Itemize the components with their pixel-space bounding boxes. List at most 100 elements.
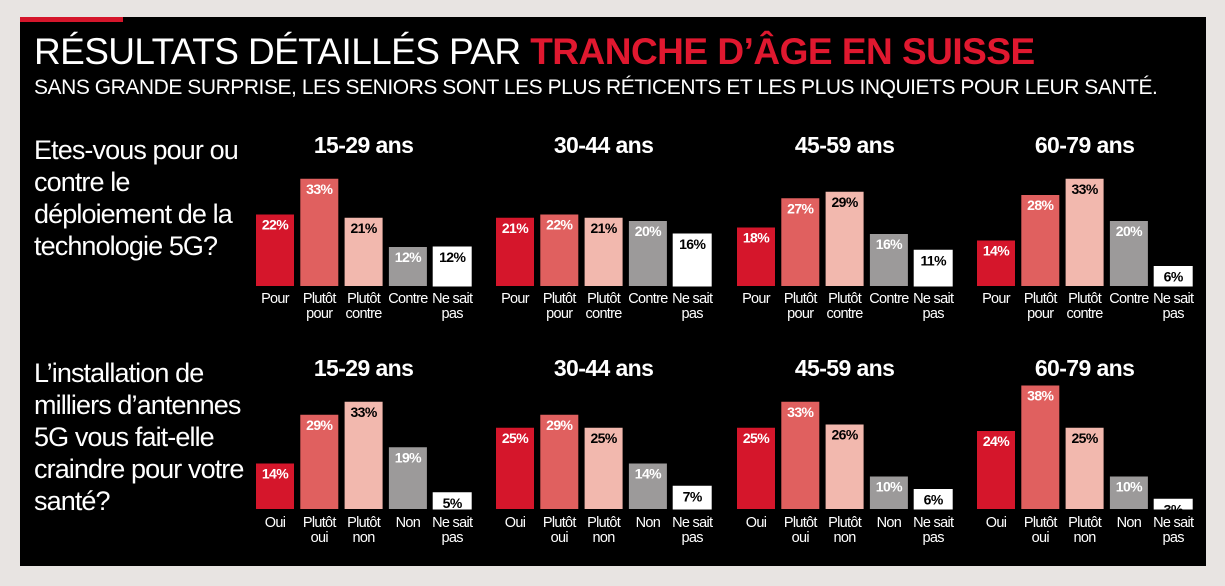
bar bbox=[781, 198, 820, 286]
category-label: Ne sait pas bbox=[432, 291, 473, 322]
category-label: Plutôt non bbox=[347, 515, 381, 546]
bar-value-label: 33% bbox=[1071, 181, 1098, 197]
bar bbox=[584, 217, 623, 286]
bar-value-label: 21% bbox=[350, 220, 377, 236]
category-label-line: pas bbox=[442, 306, 464, 322]
bar bbox=[913, 249, 953, 287]
chart-title: 45-59 ans bbox=[795, 132, 894, 158]
category-label-line: Plutôt bbox=[1024, 515, 1058, 531]
category-label: Contre bbox=[1109, 291, 1149, 307]
bar bbox=[825, 191, 864, 286]
bar-value-label: 33% bbox=[306, 181, 333, 197]
bar-value-label: 21% bbox=[590, 220, 617, 236]
bar-value-label: 25% bbox=[590, 430, 617, 446]
category-label: Plutôt non bbox=[828, 515, 862, 546]
category-label: Plutôt oui bbox=[784, 515, 818, 546]
category-label-line: pas bbox=[1163, 306, 1185, 322]
category-label: Oui bbox=[265, 515, 286, 531]
category-label: Ne sait pas bbox=[1153, 291, 1194, 322]
bar bbox=[388, 447, 427, 509]
bar-value-label: 7% bbox=[683, 488, 703, 504]
bar bbox=[1065, 178, 1104, 286]
bar-value-label: 20% bbox=[635, 223, 662, 239]
category-label-line: Oui bbox=[265, 515, 286, 531]
bar-value-label: 10% bbox=[876, 479, 903, 495]
category-label-line: Oui bbox=[986, 515, 1007, 531]
category-label-line: pour bbox=[306, 306, 333, 322]
category-label-line: oui bbox=[551, 530, 569, 546]
bar-value-label: 29% bbox=[831, 194, 858, 210]
bar bbox=[256, 463, 294, 509]
category-label-line: Oui bbox=[505, 515, 526, 531]
category-label-line: pour bbox=[1027, 306, 1054, 322]
category-label: Ne sait pas bbox=[913, 291, 954, 322]
category-label-line: Plutôt bbox=[784, 515, 818, 531]
category-label: Plutôt contre bbox=[346, 291, 383, 322]
page-title: RÉSULTATS DÉTAILLÉS PAR TRANCHE D’ÂGE EN… bbox=[34, 32, 1035, 72]
bar-value-label: 14% bbox=[262, 466, 289, 482]
category-label-line: Ne sait bbox=[1153, 291, 1194, 307]
category-label-line: Pour bbox=[501, 291, 530, 307]
category-label: Oui bbox=[986, 515, 1007, 531]
category-label-line: Plutôt bbox=[543, 291, 577, 307]
category-label: Ne sait pas bbox=[672, 291, 713, 322]
bar-value-label: 11% bbox=[920, 252, 947, 268]
bar bbox=[1109, 221, 1148, 286]
bar bbox=[672, 485, 712, 510]
category-label-line: Ne sait bbox=[1153, 515, 1194, 531]
category-label: Plutôt pour bbox=[784, 291, 818, 322]
category-label-line: oui bbox=[311, 530, 329, 546]
bar-value-label: 25% bbox=[502, 430, 529, 446]
bar bbox=[496, 217, 534, 286]
category-label-line: non bbox=[593, 530, 616, 546]
bar-value-label: 10% bbox=[1116, 479, 1143, 495]
category-label: Ne sait pas bbox=[913, 515, 954, 546]
category-label-line: Ne sait bbox=[432, 515, 473, 531]
category-label-line: Oui bbox=[746, 515, 767, 531]
category-label-line: Plutôt bbox=[303, 291, 337, 307]
category-label: Plutôt oui bbox=[543, 515, 577, 546]
category-label: Pour bbox=[742, 291, 771, 307]
bar bbox=[628, 221, 667, 286]
chart-title: 15-29 ans bbox=[314, 355, 413, 381]
bar bbox=[344, 401, 383, 509]
category-label: Plutôt pour bbox=[1024, 291, 1058, 322]
bar-value-label: 16% bbox=[876, 236, 903, 252]
bar bbox=[825, 424, 864, 509]
bar-value-label: 24% bbox=[983, 433, 1010, 449]
bar bbox=[1109, 476, 1148, 509]
category-label-line: pas bbox=[1163, 530, 1185, 546]
chart-title: 60-79 ans bbox=[1035, 355, 1134, 381]
question-1: Etes-vous pour ou contre le déploiement … bbox=[34, 135, 239, 261]
category-label-line: contre bbox=[346, 306, 383, 322]
bar-value-label: 20% bbox=[1116, 223, 1143, 239]
bar-value-label: 5% bbox=[443, 495, 463, 511]
bar-value-label: 22% bbox=[262, 217, 289, 233]
bar-value-label: 6% bbox=[924, 492, 944, 508]
category-label: Contre bbox=[388, 291, 428, 307]
bar bbox=[432, 246, 472, 287]
category-label-line: oui bbox=[792, 530, 810, 546]
category-label: Plutôt non bbox=[1068, 515, 1102, 546]
bar bbox=[737, 427, 775, 509]
category-label: Contre bbox=[628, 291, 668, 307]
chart-title: 45-59 ans bbox=[795, 355, 894, 381]
chart-title: 30-44 ans bbox=[554, 355, 653, 381]
category-label-line: Plutôt bbox=[1024, 291, 1058, 307]
bar-value-label: 14% bbox=[635, 466, 662, 482]
category-label-line: pas bbox=[442, 530, 464, 546]
bar bbox=[781, 401, 820, 509]
category-label: Oui bbox=[746, 515, 767, 531]
bar-value-label: 33% bbox=[350, 404, 377, 420]
bar-value-label: 29% bbox=[546, 417, 573, 433]
category-label-line: Plutôt bbox=[784, 291, 818, 307]
bar-value-label: 38% bbox=[1027, 388, 1054, 404]
bar-value-label: 27% bbox=[787, 200, 814, 216]
